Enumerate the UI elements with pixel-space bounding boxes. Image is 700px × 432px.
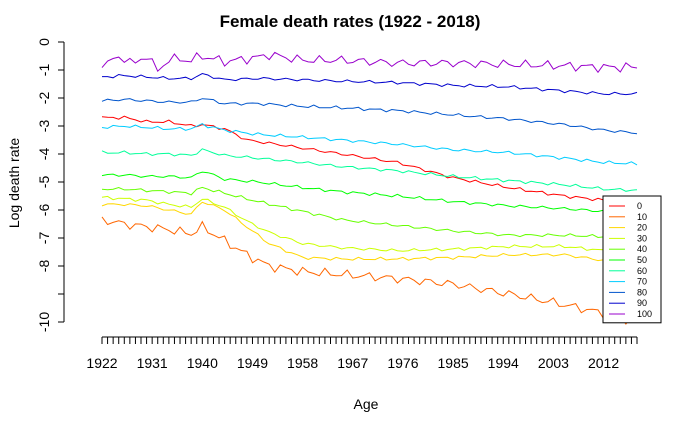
y-tick-label: -6	[36, 204, 52, 217]
series-line-20	[101, 201, 638, 264]
legend-label-60: 60	[637, 266, 647, 276]
x-axis-label: Age	[354, 396, 379, 412]
y-axis: 0 -1 -2 -3 -4 -5 -6 -7 -8 -10	[36, 38, 65, 332]
y-tick-label: -8	[36, 260, 52, 273]
legend-label-10: 10	[637, 212, 647, 222]
x-tick-label: 1976	[387, 355, 418, 371]
series-line-70	[101, 123, 638, 166]
y-tick-label: -10	[36, 312, 52, 332]
series-line-90	[102, 72, 638, 96]
x-tick-label: 1940	[187, 355, 218, 371]
series-line-80	[101, 98, 638, 135]
legend-label-70: 70	[637, 277, 647, 287]
series-line-50	[101, 171, 638, 214]
y-tick-label: -4	[36, 148, 52, 161]
y-tick-label: -3	[36, 120, 52, 133]
legend-label-80: 80	[637, 287, 647, 297]
x-tick-label: 2012	[588, 355, 619, 371]
y-axis-label: Log death rate	[6, 138, 22, 229]
series-line-40	[101, 186, 638, 240]
series-line-0	[101, 115, 638, 204]
legend-label-50: 50	[637, 255, 647, 265]
y-tick-label: 0	[36, 38, 52, 46]
x-tick-label: 1967	[337, 355, 368, 371]
series-layer	[101, 51, 638, 325]
y-tick-label: -2	[36, 92, 52, 105]
series-line-10	[101, 216, 638, 325]
legend-label-0: 0	[637, 201, 642, 211]
x-tick-label: 2003	[538, 355, 569, 371]
legend-label-40: 40	[637, 244, 647, 254]
series-line-30	[101, 195, 638, 254]
x-tick-label: 1994	[488, 355, 519, 371]
series-line-60	[101, 148, 638, 192]
legend-label-30: 30	[637, 233, 647, 243]
y-tick-label: -1	[36, 64, 52, 77]
legend-label-100: 100	[637, 309, 652, 319]
x-tick-label: 1958	[287, 355, 318, 371]
chart-title: Female death rates (1922 - 2018)	[220, 12, 481, 31]
legend-box	[602, 195, 662, 324]
series-line-100	[101, 51, 638, 74]
x-tick-label: 1949	[237, 355, 268, 371]
legend-label-90: 90	[637, 298, 647, 308]
x-tick-label: 1922	[86, 355, 117, 371]
x-tick-label: 1985	[438, 355, 469, 371]
x-axis: 1922 1931 1940 1949 1958 1967 1976 1985 1994 2003…	[86, 336, 638, 371]
y-tick-label: -7	[36, 232, 52, 245]
legend-label-20: 20	[637, 223, 647, 233]
x-tick-label: 1931	[137, 355, 168, 371]
y-tick-label: -5	[36, 176, 52, 189]
